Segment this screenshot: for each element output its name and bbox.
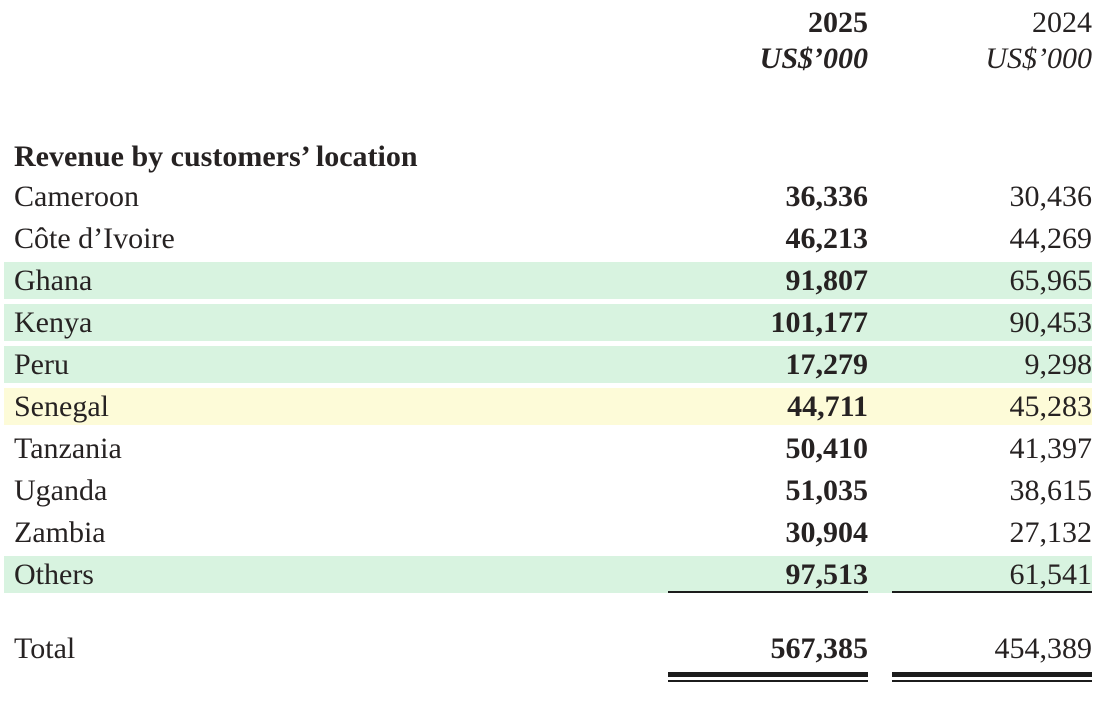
- row-label: Ghana: [14, 264, 93, 297]
- row-label: Côte d’Ivoire: [14, 222, 175, 255]
- table-row: Cameroon 36,336 30,436: [4, 178, 1092, 215]
- row-value-2024: 45,283: [1009, 390, 1093, 423]
- row-value-2024: 38,615: [1009, 474, 1093, 507]
- table-row: Zambia 30,904 27,132: [4, 514, 1092, 551]
- row-label: Cameroon: [14, 180, 139, 213]
- section-title: Revenue by customers’ location: [14, 140, 418, 173]
- row-label: Senegal: [14, 390, 109, 423]
- total-value-2025: 567,385: [668, 631, 868, 682]
- row-label: Kenya: [14, 306, 93, 339]
- table-row: Kenya 101,177 90,453: [4, 304, 1092, 341]
- table-row: Peru 17,279 9,298: [4, 346, 1092, 383]
- header-spacer: [4, 6, 668, 40]
- row-label: Tanzania: [14, 432, 122, 465]
- total-row: Total 567,385 454,389: [4, 631, 1092, 682]
- year-header-row: 2025 2024: [4, 6, 1092, 40]
- section-spacer: [892, 136, 1092, 178]
- row-value-2024: 30,436: [1009, 180, 1093, 213]
- table-body: Cameroon 36,336 30,436 Côte d’Ivoire 46,…: [0, 178, 1092, 593]
- row-value-2025: 51,035: [785, 474, 869, 507]
- table-row: Senegal 44,711 45,283: [4, 388, 1092, 425]
- row-value-2025: 44,711: [787, 390, 868, 423]
- total-value-2024-text: 454,389: [994, 632, 1093, 665]
- table-row: Others 97,513 61,541: [4, 556, 1092, 593]
- row-value-2024: 61,541: [892, 556, 1092, 593]
- row-label: Uganda: [14, 474, 108, 507]
- row-label: Others: [14, 558, 94, 591]
- total-double-rule-thick: [668, 672, 868, 677]
- table-row: Ghana 91,807 65,965: [4, 262, 1092, 299]
- total-value-2025-text: 567,385: [770, 632, 869, 665]
- row-value-2024: 9,298: [1024, 348, 1093, 381]
- total-value-2024: 454,389: [892, 631, 1092, 682]
- total-double-rule-thin: [668, 680, 868, 682]
- row-value-2025: 101,177: [770, 306, 869, 339]
- row-label: Peru: [14, 348, 69, 381]
- table-row: Uganda 51,035 38,615: [4, 472, 1092, 509]
- column-header-2024: 2024: [1032, 6, 1092, 39]
- row-label: Zambia: [14, 516, 106, 549]
- unit-header-row: US$’000 US$’000: [4, 40, 1092, 78]
- row-value-2024: 27,132: [1009, 516, 1093, 549]
- total-double-rule-thin: [892, 680, 1092, 682]
- row-value-2024: 44,269: [1009, 222, 1093, 255]
- row-value-2025: 97,513: [668, 556, 868, 593]
- unit-header-2025: US$’000: [759, 42, 868, 75]
- table-row: Côte d’Ivoire 46,213 44,269: [4, 220, 1092, 257]
- total-double-rule-thick: [892, 672, 1092, 677]
- header-spacer: [4, 40, 668, 78]
- row-value-2024: 65,965: [1009, 264, 1093, 297]
- row-value-2024: 41,397: [1009, 432, 1093, 465]
- section-title-row: Revenue by customers’ location: [4, 136, 1092, 178]
- row-value-2025: 30,904: [785, 516, 869, 549]
- table-row: Tanzania 50,410 41,397: [4, 430, 1092, 467]
- row-value-2025: 91,807: [785, 264, 869, 297]
- row-value-2025: 36,336: [785, 180, 869, 213]
- row-value-2024: 90,453: [1009, 306, 1093, 339]
- unit-header-2024: US$’000: [985, 42, 1092, 75]
- column-header-2025: 2025: [808, 6, 868, 39]
- section-spacer: [668, 136, 868, 178]
- row-value-2025: 46,213: [785, 222, 869, 255]
- row-value-2025: 17,279: [785, 348, 869, 381]
- total-label: Total: [14, 632, 76, 665]
- row-value-2025: 50,410: [785, 432, 869, 465]
